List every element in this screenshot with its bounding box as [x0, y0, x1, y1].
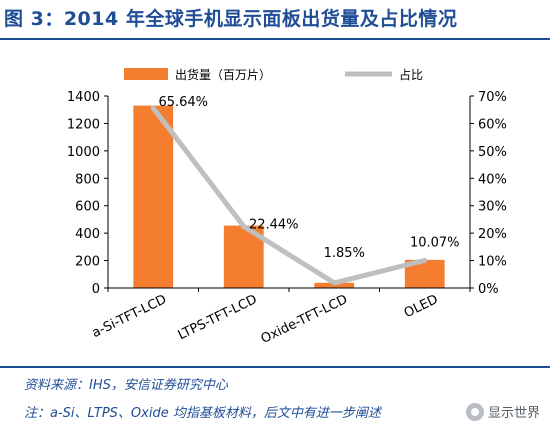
category-label: Oxide-TFT-LCD: [259, 292, 350, 347]
right-axis-tick-label: 50%: [478, 145, 507, 160]
right-axis-tick-label: 70%: [478, 90, 507, 105]
share-line: [150, 105, 428, 286]
left-axis-tick-label: 400: [75, 227, 100, 242]
right-axis: 0% 10% 20% 30% 40% 50% 60% 70%: [469, 90, 507, 297]
right-axis-tick-label: 10%: [478, 255, 507, 270]
footer-divider: [0, 366, 550, 368]
category-label: OLED: [402, 292, 441, 321]
right-axis-tick-label: 40%: [478, 172, 507, 187]
chart-canvas: 出货量（百万片） 占比 0 200 400 600 800 1000 1200 1400 0%…: [67, 67, 507, 347]
share-data-label: 10.07%: [410, 235, 460, 250]
legend: 出货量（百万片） 占比: [124, 67, 423, 82]
legend-bar-label: 出货量（百万片）: [175, 67, 271, 82]
watermark-logo-icon: [465, 402, 484, 421]
category-label: LTPS-TFT-LCD: [176, 292, 260, 343]
left-axis-tick-label: 600: [75, 200, 100, 215]
right-axis-tick-label: 30%: [478, 200, 507, 215]
left-axis-tick-label: 1000: [67, 145, 100, 160]
right-axis-tick-label: 0%: [478, 282, 499, 297]
watermark: 显示世界: [461, 400, 544, 423]
legend-bar-swatch: [124, 68, 168, 80]
left-axis-tick-label: 200: [75, 255, 100, 270]
chart-title: 图 3：2014 年全球手机显示面板出货量及占比情况: [4, 8, 458, 30]
category-labels: a-Si-TFT-LCD LTPS-TFT-LCD Oxide-TFT-LCD OLE…: [90, 288, 471, 347]
bar-series: [133, 105, 445, 288]
share-data-label: 1.85%: [324, 246, 365, 261]
right-axis-tick-label: 20%: [478, 227, 507, 242]
title-divider: [0, 38, 550, 40]
left-axis-tick-label: 1200: [67, 117, 100, 132]
left-axis-tick-label: 0: [92, 282, 100, 297]
source-note: 资料来源：IHS，安信证券研究中心: [24, 378, 228, 393]
category-label: a-Si-TFT-LCD: [90, 292, 169, 341]
left-axis-tick-label: 800: [75, 172, 100, 187]
left-axis-tick-label: 1400: [67, 90, 100, 105]
footnote: 注：a-Si、LTPS、Oxide 均指基板材料，后文中有进一步阐述: [24, 406, 381, 421]
right-axis-tick-label: 60%: [478, 117, 507, 132]
line-series: 65.64% 22.44% 1.85% 10.07%: [150, 95, 460, 286]
watermark-text: 显示世界: [487, 406, 540, 421]
share-data-label: 65.64%: [158, 95, 208, 110]
bar-a-si-tft-lcd: [133, 105, 174, 288]
left-axis: 0 200 400 600 800 1000 1200 1400: [67, 90, 109, 297]
share-data-label: 22.44%: [249, 217, 299, 232]
legend-line-label: 占比: [399, 67, 423, 82]
